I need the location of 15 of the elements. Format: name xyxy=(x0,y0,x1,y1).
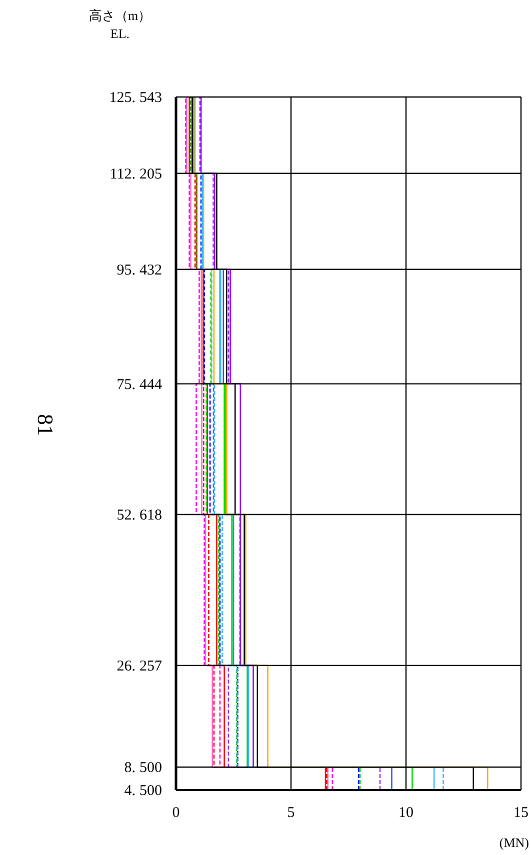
y-tick-label: 95.432 xyxy=(116,262,162,278)
y-tick-label: 4.500 xyxy=(124,783,162,799)
text: 81 xyxy=(33,414,58,436)
y-tick-label: 52.618 xyxy=(116,508,162,524)
y-tick-label: 8.500 xyxy=(124,760,162,776)
y-tick-label: 26.257 xyxy=(116,658,162,674)
y-axis-title: 高さ（m） EL. xyxy=(88,8,152,41)
y-tick-label: 125.543 xyxy=(109,90,162,106)
y-tick-label: 112.205 xyxy=(110,166,162,182)
y-tick-label: 75.444 xyxy=(116,376,162,393)
x-tick-label: 10 xyxy=(398,805,414,821)
x-tick-label: 15 xyxy=(514,805,528,821)
x-tick-label: 5 xyxy=(287,805,295,821)
x-tick-label: 0 xyxy=(172,805,180,821)
x-axis-title: (MN) xyxy=(499,835,529,850)
